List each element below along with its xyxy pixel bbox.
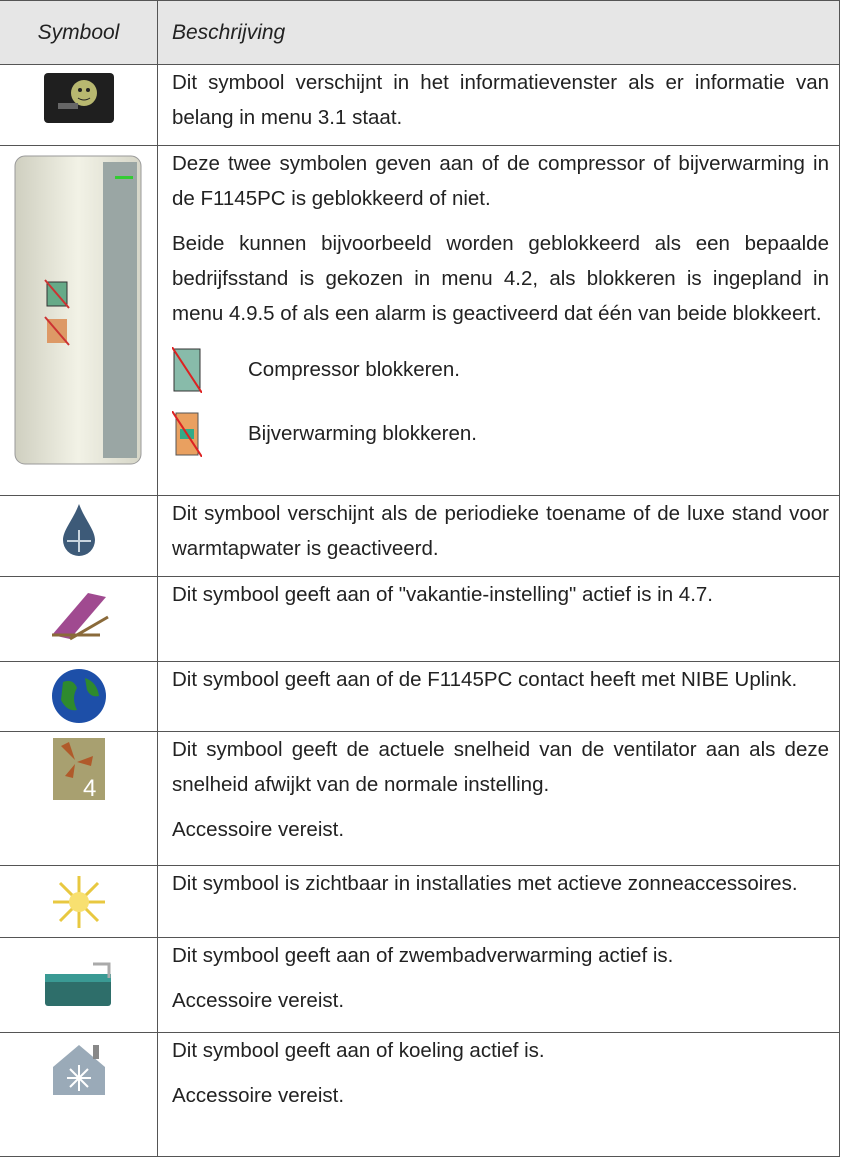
description-cell: Dit symbool geeft aan of koeling actief … <box>158 1033 840 1157</box>
icon-cell: 4 <box>0 732 158 866</box>
icon-cell <box>0 1033 158 1157</box>
fan-speed-icon: 4 <box>53 738 105 800</box>
list-item: Bijverwarming blokkeren. <box>172 405 829 463</box>
icon-cell <box>0 938 158 1033</box>
heater-block-icon <box>172 411 202 457</box>
paragraph: Dit symbool geeft aan of zwembadverwarmi… <box>172 938 829 973</box>
paragraph: Accessoire vereist. <box>172 1078 829 1113</box>
row: Dit symbool is zichtbaar in installaties… <box>0 866 840 938</box>
paragraph: Deze twee symbolen geven aan of de compr… <box>172 146 829 216</box>
paragraph: Dit symbool verschijnt als de periodieke… <box>172 496 829 566</box>
deckchair-icon <box>46 587 112 641</box>
row: Dit symbool geeft aan of de F1145PC cont… <box>0 662 840 732</box>
row: Dit symbool verschijnt als de periodieke… <box>0 496 840 577</box>
water-drop-icon <box>59 502 99 556</box>
paragraph: Dit symbool geeft aan of de F1145PC cont… <box>172 662 829 697</box>
icon-cell <box>0 496 158 577</box>
info-icon <box>44 73 114 123</box>
description-cell: Dit symbool verschijnt als de periodieke… <box>158 496 840 577</box>
sun-icon <box>51 874 107 930</box>
icon-cell <box>0 146 158 496</box>
description-cell: Deze twee symbolen geven aan of de compr… <box>158 146 840 496</box>
compressor-block-icon <box>172 347 202 393</box>
icon-cell <box>0 866 158 938</box>
row: 4 Dit symbool geeft de actuele snelheid … <box>0 732 840 866</box>
header-description: Beschrijving <box>158 1 840 65</box>
description-cell: Dit symbool geeft aan of de F1145PC cont… <box>158 662 840 732</box>
description-cell: Dit symbool verschijnt in het informatie… <box>158 65 840 146</box>
pool-icon <box>43 960 115 1010</box>
icon-cell <box>0 577 158 662</box>
heat-pump-icon <box>11 154 147 470</box>
row: Dit symbool geeft aan of "vakantie-inste… <box>0 577 840 662</box>
header-row: Symbool Beschrijving <box>0 1 840 65</box>
paragraph: Accessoire vereist. <box>172 812 829 847</box>
row: Deze twee symbolen geven aan of de compr… <box>0 146 840 496</box>
header-symbol: Symbool <box>0 1 158 65</box>
page: Symbool Beschrijving Dit symbool verschi… <box>0 0 841 1124</box>
paragraph: Dit symbool is zichtbaar in installaties… <box>172 866 829 901</box>
paragraph: Dit symbool geeft de actuele snelheid va… <box>172 732 829 802</box>
description-cell: Dit symbool geeft aan of zwembadverwarmi… <box>158 938 840 1033</box>
icon-cell <box>0 662 158 732</box>
item-label: Bijverwarming blokkeren. <box>248 422 477 446</box>
row: Dit symbool geeft aan of koeling actief … <box>0 1033 840 1157</box>
icon-cell <box>0 65 158 146</box>
globe-icon <box>51 668 107 724</box>
symbol-table: Symbool Beschrijving Dit symbool verschi… <box>0 0 840 1157</box>
paragraph: Accessoire vereist. <box>172 983 829 1018</box>
list-item: Compressor blokkeren. <box>172 341 829 399</box>
description-cell: Dit symbool geeft de actuele snelheid va… <box>158 732 840 866</box>
paragraph: Dit symbool geeft aan of "vakantie-inste… <box>172 577 829 612</box>
svg-text:4: 4 <box>83 775 96 800</box>
cooling-icon <box>49 1041 109 1097</box>
item-label: Compressor blokkeren. <box>248 358 460 382</box>
paragraph: Beide kunnen bijvoorbeeld worden geblokk… <box>172 226 829 331</box>
paragraph: Dit symbool geeft aan of koeling actief … <box>172 1033 829 1068</box>
paragraph: Dit symbool verschijnt in het informatie… <box>172 65 829 135</box>
description-cell: Dit symbool geeft aan of "vakantie-inste… <box>158 577 840 662</box>
row: Dit symbool verschijnt in het informatie… <box>0 65 840 146</box>
description-cell: Dit symbool is zichtbaar in installaties… <box>158 866 840 938</box>
row: Dit symbool geeft aan of zwembadverwarmi… <box>0 938 840 1033</box>
